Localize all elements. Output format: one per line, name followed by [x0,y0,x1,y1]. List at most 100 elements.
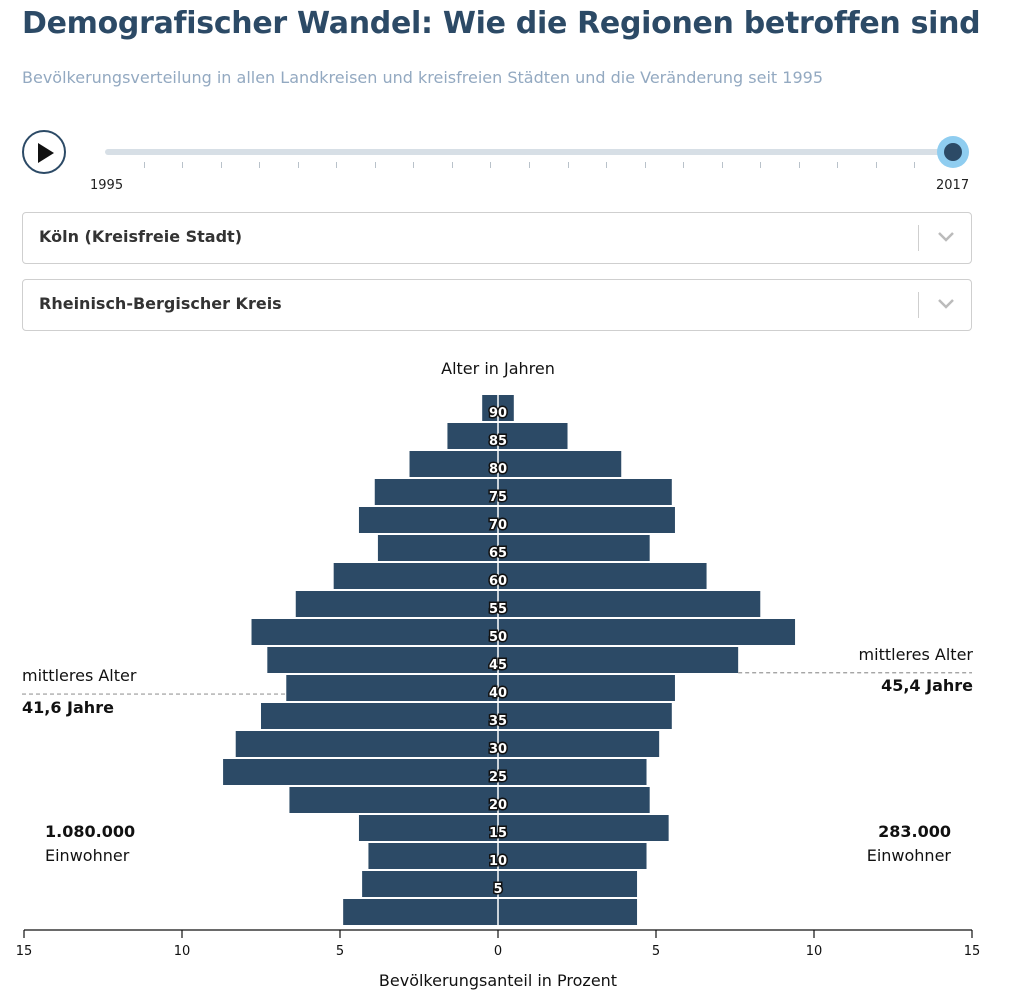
left-median-value: 41,6 Jahre [22,698,114,717]
bar-left-age-70 [358,507,498,533]
slider-tick [336,162,338,168]
slider-tick [644,162,646,168]
slider-tick [259,162,261,168]
bar-left-age-20 [289,787,498,813]
bar-left-age-75 [374,479,498,505]
page-subtitle: Bevölkerungsverteilung in allen Landkrei… [22,68,823,87]
age-tick-label: 90 [489,406,507,421]
age-tick-label: 35 [489,714,507,729]
age-tick-label: 55 [489,602,507,617]
age-tick-label: 30 [489,742,507,757]
bar-left-age-60 [333,563,498,589]
year-slider-handle[interactable] [937,136,969,168]
slider-tick [760,162,762,168]
chevron-down-icon [938,299,954,309]
age-tick-label: 45 [489,658,507,673]
age-tick-label: 65 [489,546,507,561]
bar-right-age-25 [498,759,647,785]
x-tick-label: 5 [652,944,660,959]
bar-left-age-0 [343,899,498,925]
bar-left-age-45 [267,647,498,673]
bar-right-age-90 [498,395,514,421]
age-tick-label: 85 [489,434,507,449]
age-tick-label: 15 [489,826,507,841]
age-tick-label: 60 [489,574,507,589]
play-icon [38,143,54,163]
slider-tick [606,162,608,168]
bar-left-age-5 [362,871,498,897]
bar-left-age-55 [295,591,498,617]
bar-left-age-30 [235,731,498,757]
slider-tick [143,162,145,168]
slider-tick [875,162,877,168]
left-population-value: 1.080.000 [45,822,136,841]
bar-right-age-80 [498,451,622,477]
left-population-unit: Einwohner [45,846,130,865]
age-tick-label: 40 [489,686,507,701]
bar-left-age-50 [251,619,498,645]
bar-left-age-85 [447,423,498,449]
bar-right-age-40 [498,675,675,701]
slider-tick [413,162,415,168]
select-separator [918,225,919,251]
slider-tick [914,162,916,168]
right-median-value: 45,4 Jahre [881,676,973,695]
bar-right-age-75 [498,479,672,505]
slider-tick [798,162,800,168]
left-region-select[interactable]: Köln (Kreisfreie Stadt) [22,212,972,264]
year-slider-track[interactable] [105,149,953,155]
chevron-down-icon [938,232,954,242]
bar-right-age-50 [498,619,796,645]
right-region-select[interactable]: Rheinisch-Bergischer Kreis [22,279,972,331]
x-tick-label: 0 [494,944,502,959]
slider-tick [374,162,376,168]
population-pyramid-chart: 51015202530354045505560657075808590Alter… [16,359,981,990]
bar-right-age-65 [498,535,650,561]
year-start-label: 1995 [90,178,124,193]
bar-right-age-15 [498,815,669,841]
left-region-value: Köln (Kreisfreie Stadt) [39,227,243,246]
age-tick-label: 70 [489,518,507,533]
age-tick-label: 50 [489,630,507,645]
slider-tick [182,162,184,168]
bar-left-age-40 [286,675,498,701]
bar-left-age-25 [223,759,498,785]
x-tick-label: 5 [336,944,344,959]
x-tick-label: 10 [174,944,191,959]
bar-right-age-55 [498,591,761,617]
year-end-label: 2017 [936,178,970,193]
slider-tick [529,162,530,168]
select-separator [918,292,919,318]
age-tick-label: 5 [493,882,502,897]
bar-left-age-15 [358,815,498,841]
right-population-value: 283.000 [878,822,951,841]
bar-right-age-45 [498,647,739,673]
slider-tick [451,162,453,168]
right-population-unit: Einwohner [866,846,951,865]
y-axis-title: Alter in Jahren [441,359,555,378]
bar-right-age-10 [498,843,647,869]
bar-left-age-65 [377,535,498,561]
x-tick-label: 15 [16,944,33,959]
play-button[interactable] [22,130,66,174]
x-tick-label: 15 [964,944,981,959]
slider-tick [837,162,839,168]
bar-right-age-0 [498,899,638,925]
age-tick-label: 25 [489,770,507,785]
x-axis-title: Bevölkerungsanteil in Prozent [379,971,617,990]
bar-left-age-10 [368,843,498,869]
age-tick-label: 75 [489,490,507,505]
age-tick-label: 20 [489,798,507,813]
slider-tick [721,162,723,168]
slider-tick [297,162,299,168]
bar-left-age-35 [261,703,498,729]
bar-right-age-20 [498,787,650,813]
age-tick-label: 10 [489,854,507,869]
left-median-label: mittleres Alter [22,666,137,685]
x-tick-label: 10 [806,944,823,959]
bar-right-age-35 [498,703,672,729]
slider-tick [683,162,685,168]
right-median-label: mittleres Alter [858,645,973,664]
bar-left-age-80 [409,451,498,477]
slider-tick [567,162,569,168]
